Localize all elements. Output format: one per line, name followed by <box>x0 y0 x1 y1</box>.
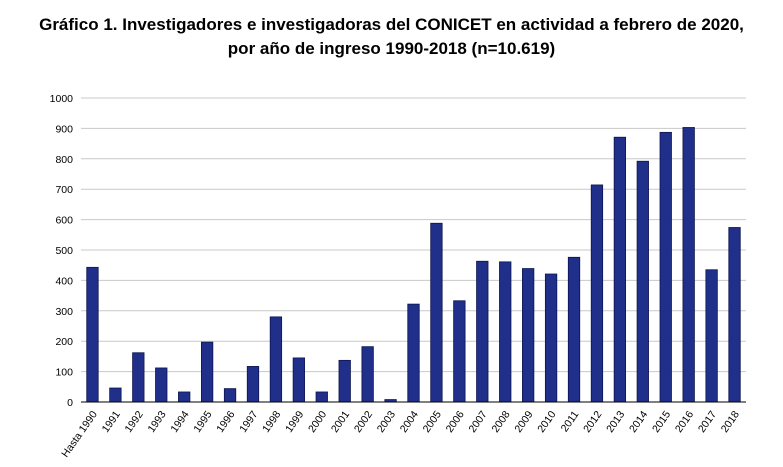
bar <box>682 127 695 403</box>
gridlines <box>81 97 746 373</box>
x-tick-label: 2014 <box>627 409 650 435</box>
x-tick-label: 2010 <box>535 409 558 435</box>
bar <box>636 160 649 403</box>
x-tick-label: 2004 <box>398 409 421 435</box>
bar <box>499 261 512 403</box>
x-tick-label: 2002 <box>352 409 375 435</box>
y-tick-label: 300 <box>55 306 73 318</box>
x-tick-label: Hasta 1990 <box>59 409 100 460</box>
x-tick-label: 2001 <box>329 409 352 435</box>
y-tick-label: 400 <box>55 275 73 287</box>
bar <box>453 300 466 403</box>
y-tick-label: 100 <box>55 367 73 379</box>
bar <box>728 227 741 403</box>
x-tick-label: 1993 <box>145 409 168 435</box>
x-tick-label: 2007 <box>467 409 490 435</box>
bar <box>567 256 581 403</box>
chart-title-line-1: Gráfico 1. Investigadores e investigador… <box>39 15 744 34</box>
bar <box>269 316 283 403</box>
y-tick-label: 1000 <box>50 93 74 105</box>
bar <box>338 359 351 403</box>
x-tick-label: 1995 <box>191 409 214 435</box>
bar <box>223 388 237 403</box>
y-tick-label: 900 <box>55 123 73 135</box>
x-tick-label: 2000 <box>306 409 329 435</box>
x-tick-label: 2015 <box>650 409 673 435</box>
bar <box>178 391 191 403</box>
x-tick-label: 1999 <box>283 409 306 435</box>
bar <box>659 131 672 403</box>
bar <box>544 273 558 403</box>
bars <box>86 127 741 403</box>
x-tick-label: 1998 <box>260 409 283 435</box>
chart-title-line-2: por año de ingreso 1990-2018 (n=10.619) <box>227 39 556 58</box>
bar <box>705 269 718 403</box>
y-tick-label: 500 <box>55 245 73 257</box>
bar <box>476 260 489 403</box>
bar <box>292 357 305 403</box>
y-tick-label: 0 <box>67 397 73 409</box>
bar <box>86 266 99 403</box>
bar <box>200 341 214 403</box>
x-tick-label: 1996 <box>214 409 237 435</box>
x-tick-label: 2018 <box>719 409 742 435</box>
bar <box>590 184 604 403</box>
y-tick-label: 700 <box>55 184 73 196</box>
bar <box>522 268 535 403</box>
x-tick-label: 1994 <box>168 409 191 435</box>
bar <box>315 391 328 403</box>
x-tick-label: 2013 <box>604 409 627 435</box>
x-tick-label: 1997 <box>237 409 260 435</box>
y-tick-label: 800 <box>55 154 73 166</box>
x-tick-label: 2012 <box>581 409 604 435</box>
x-tick-label: 1992 <box>123 409 146 435</box>
bar <box>430 222 443 403</box>
x-tick-label: 2006 <box>444 409 467 435</box>
x-tick-label: 2016 <box>673 409 696 435</box>
x-tick-label: 2003 <box>375 409 398 435</box>
x-tick-label: 2011 <box>559 409 582 435</box>
x-tick-label: 1991 <box>100 409 123 435</box>
bar <box>246 366 260 403</box>
bar <box>109 387 122 403</box>
bar <box>407 303 420 403</box>
x-tick-labels: Hasta 1990 1991 1992 1993 1994 1995 1996 1997 19… <box>59 409 742 460</box>
bar <box>132 352 145 403</box>
x-tick-label: 2008 <box>489 409 512 435</box>
bar <box>361 346 374 403</box>
y-tick-labels: 0 100 200 300 400 500 600 700 800 900 1000 <box>50 93 74 409</box>
bar <box>155 367 168 403</box>
x-tick-label: 2005 <box>421 409 444 435</box>
y-tick-label: 600 <box>55 215 73 227</box>
x-tick-label: 2017 <box>696 409 719 435</box>
bar <box>613 136 627 403</box>
x-tick-label: 2009 <box>512 409 535 435</box>
y-tick-label: 200 <box>55 336 73 348</box>
